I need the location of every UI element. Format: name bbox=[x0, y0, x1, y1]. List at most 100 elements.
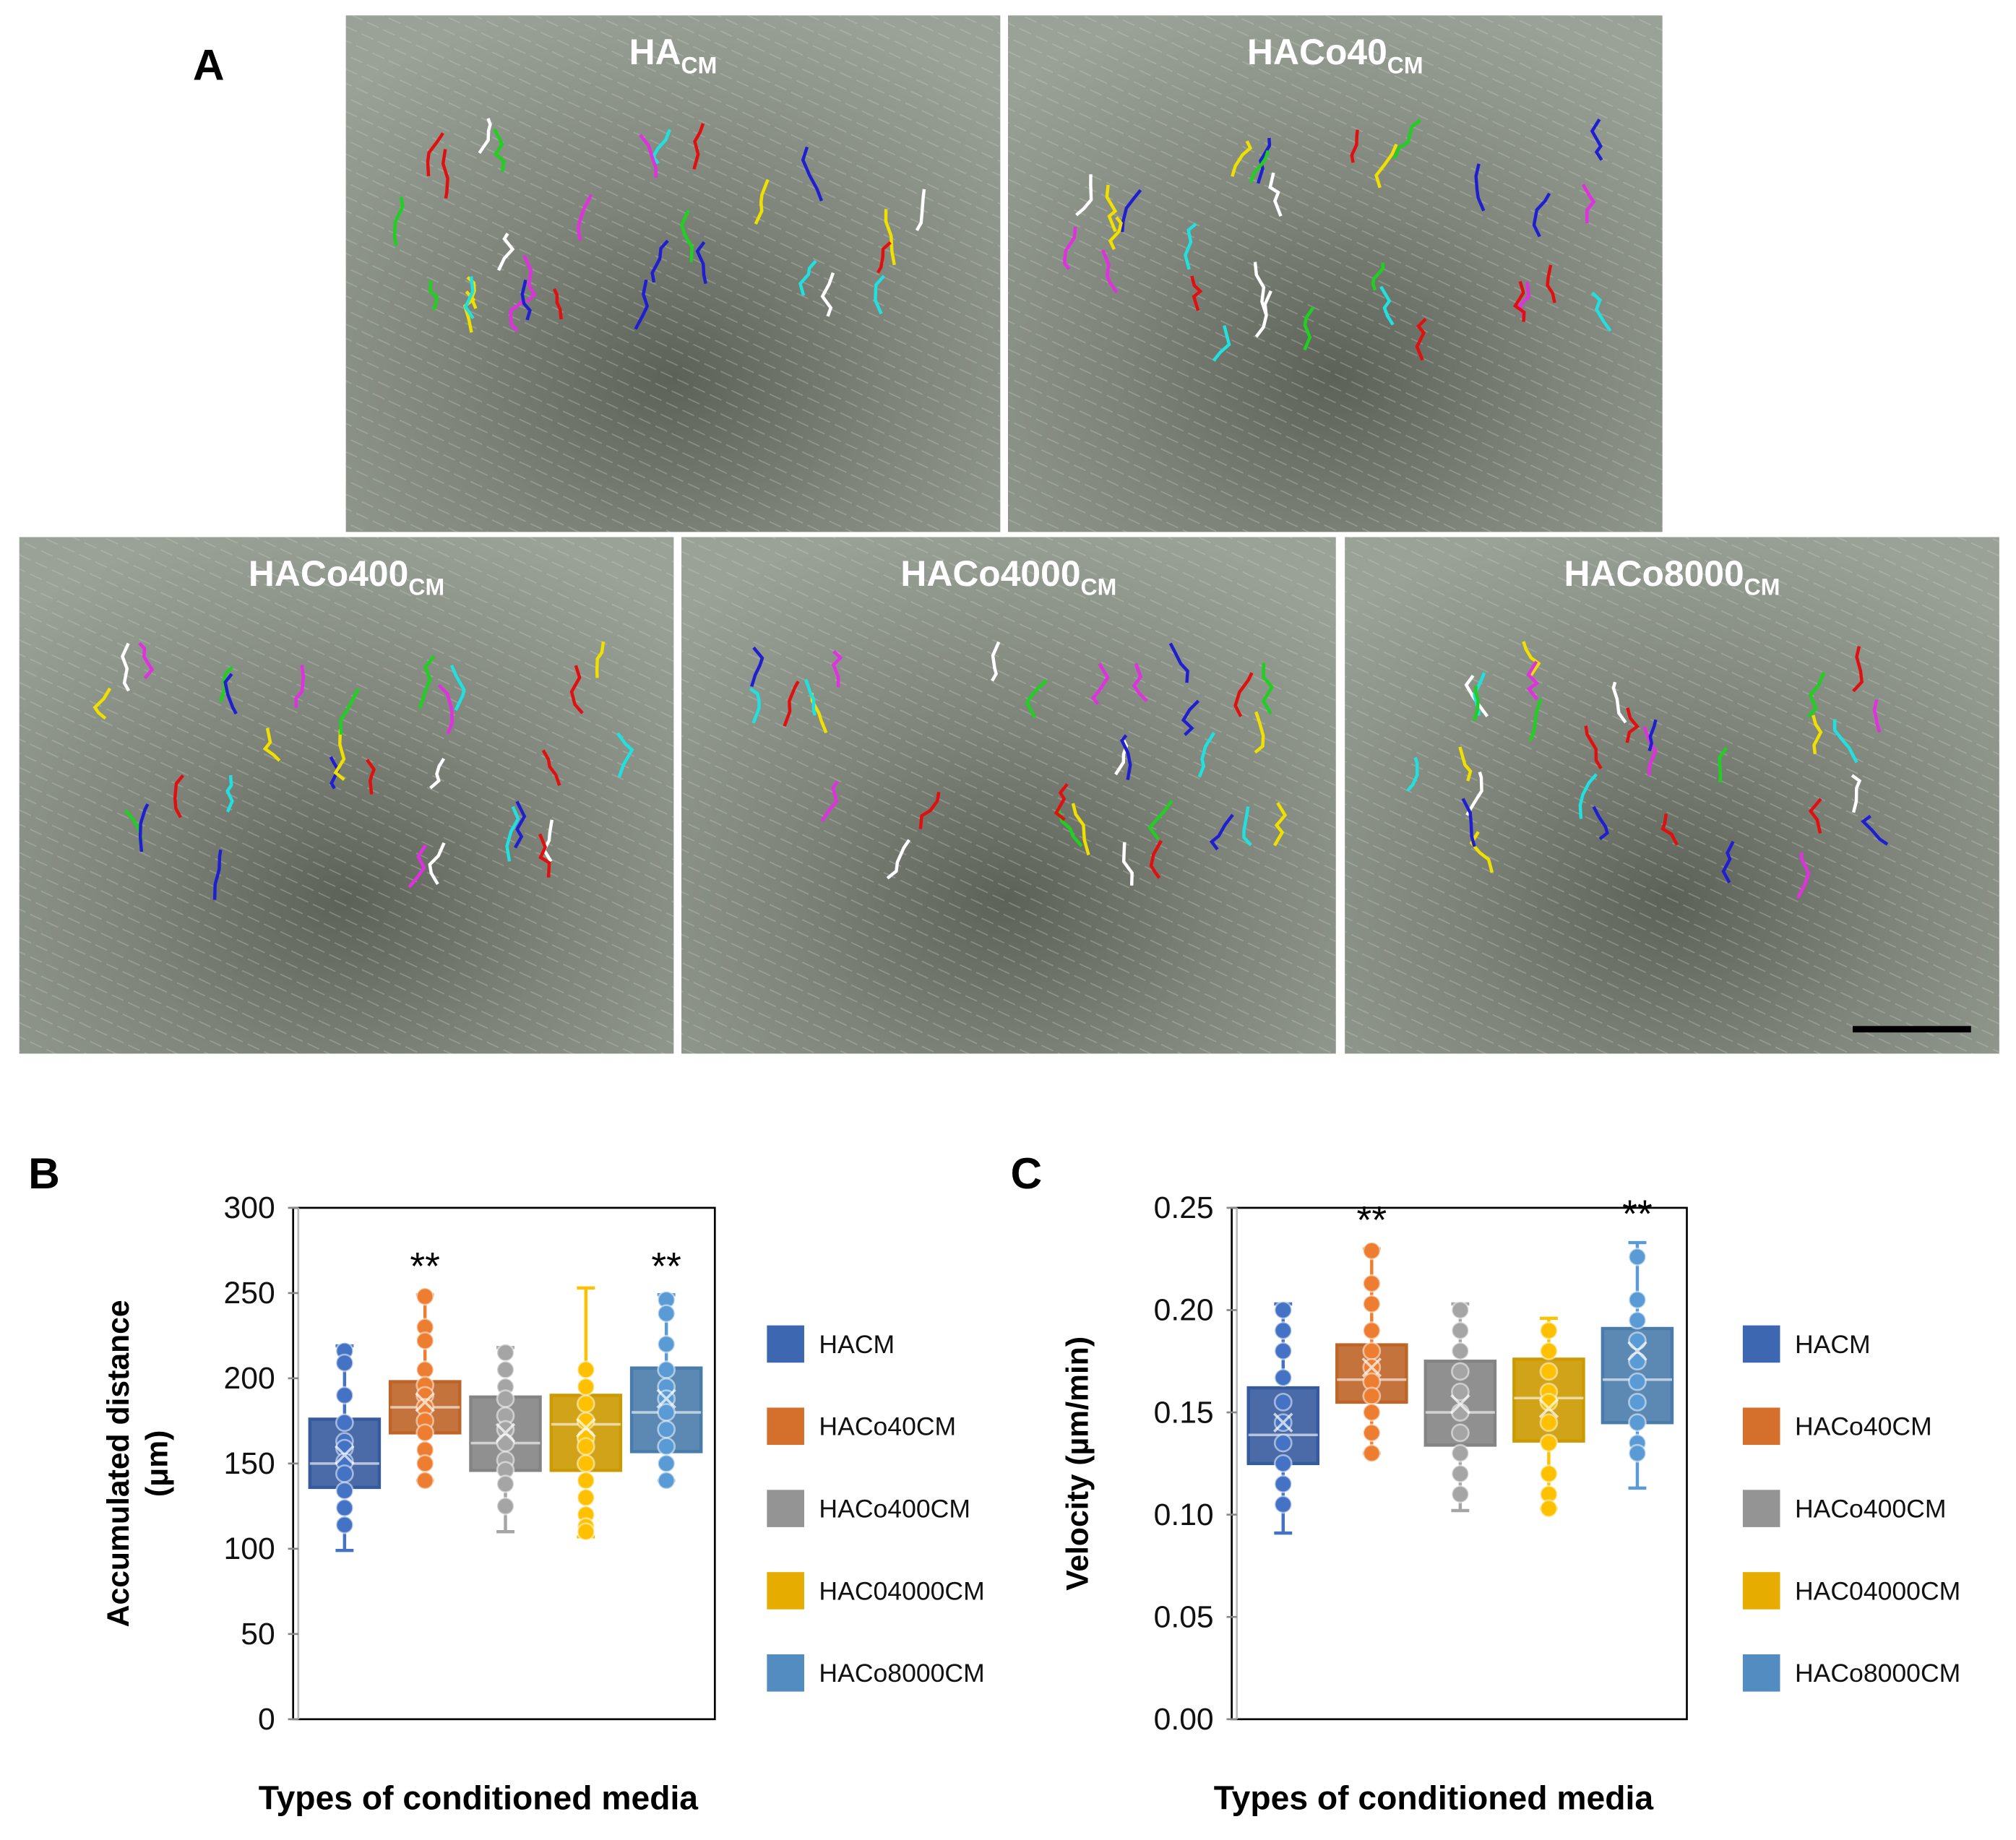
data-point bbox=[415, 1360, 435, 1379]
cell-track bbox=[1168, 642, 1189, 683]
y-tick-label: 0.10 bbox=[1154, 1498, 1214, 1532]
y-tick-label: 0.15 bbox=[1154, 1395, 1214, 1430]
box-group: ** bbox=[1335, 1199, 1408, 1463]
cell-track bbox=[1268, 172, 1283, 217]
data-point bbox=[657, 1437, 676, 1456]
mean-marker bbox=[415, 1392, 435, 1412]
y-tick-label: 250 bbox=[224, 1276, 275, 1310]
cell-track bbox=[692, 123, 705, 170]
data-point bbox=[335, 1515, 354, 1534]
data-point bbox=[1628, 1247, 1647, 1266]
mean-marker bbox=[1450, 1394, 1470, 1414]
cell-track bbox=[1212, 324, 1231, 362]
data-point bbox=[1362, 1403, 1382, 1422]
legend-label: HACM bbox=[819, 1330, 895, 1359]
cell-track bbox=[1796, 852, 1811, 899]
data-point bbox=[657, 1471, 676, 1490]
data-point bbox=[335, 1353, 354, 1373]
y-tick-label: 100 bbox=[224, 1532, 275, 1566]
cell-track bbox=[1590, 118, 1603, 161]
data-point bbox=[1362, 1241, 1382, 1261]
cell-track bbox=[749, 687, 761, 724]
cell-track bbox=[552, 288, 563, 320]
mean-marker bbox=[656, 1388, 676, 1409]
box-group bbox=[1246, 1300, 1320, 1535]
data-point bbox=[415, 1454, 435, 1473]
box-group bbox=[308, 1342, 382, 1552]
cell-track bbox=[915, 189, 926, 231]
cell-track bbox=[1062, 226, 1077, 270]
cell-track bbox=[754, 178, 770, 225]
data-point bbox=[1273, 1368, 1293, 1387]
cell-track bbox=[478, 118, 492, 155]
legend-swatch bbox=[767, 1654, 804, 1692]
legend-label: HAC04000CM bbox=[1795, 1576, 1960, 1605]
data-point bbox=[576, 1471, 595, 1490]
data-point bbox=[576, 1360, 595, 1379]
legend-label: HACo8000CM bbox=[1795, 1659, 1960, 1688]
cell-track bbox=[120, 642, 131, 692]
cell-track bbox=[1851, 774, 1862, 813]
cell-track bbox=[616, 732, 634, 778]
cell-track bbox=[541, 749, 561, 787]
legend-label: HACM bbox=[1795, 1330, 1871, 1359]
data-point bbox=[657, 1334, 676, 1354]
cell-track bbox=[505, 805, 520, 862]
cell-track bbox=[1465, 772, 1483, 816]
data-point bbox=[1362, 1443, 1382, 1463]
cell-track bbox=[497, 233, 515, 272]
cell-track bbox=[783, 681, 800, 727]
data-point bbox=[1273, 1474, 1293, 1494]
cell-track bbox=[820, 272, 835, 317]
cell-track bbox=[1472, 686, 1480, 722]
cell-track bbox=[1242, 806, 1252, 847]
cell-track bbox=[1120, 734, 1132, 780]
cell-track bbox=[1852, 646, 1864, 693]
data-point bbox=[415, 1423, 435, 1443]
micrograph-texture bbox=[19, 537, 674, 1054]
y-tick-label: 0 bbox=[258, 1702, 275, 1737]
data-point bbox=[657, 1360, 676, 1379]
cell-track bbox=[366, 759, 376, 795]
box-group bbox=[1512, 1316, 1585, 1519]
cell-track bbox=[92, 687, 112, 720]
micrograph: HACM bbox=[345, 15, 1001, 532]
cell-track bbox=[1406, 756, 1419, 792]
legend-label: HAC04000CM bbox=[819, 1576, 984, 1605]
cell-track bbox=[569, 665, 584, 714]
cell-track bbox=[1025, 679, 1048, 719]
data-point bbox=[1362, 1295, 1382, 1313]
mean-marker bbox=[1361, 1357, 1382, 1378]
cell-track bbox=[1808, 798, 1822, 834]
cell-track bbox=[1253, 262, 1268, 315]
cell-track bbox=[1642, 726, 1658, 776]
cell-track bbox=[1105, 184, 1118, 233]
data-point bbox=[496, 1474, 515, 1494]
cell-track bbox=[1254, 290, 1272, 338]
data-point bbox=[335, 1481, 354, 1500]
micrograph: HACo400CM bbox=[19, 537, 674, 1054]
cell-track bbox=[493, 128, 506, 173]
box-group bbox=[549, 1286, 623, 1542]
cell-track bbox=[1054, 783, 1069, 821]
mean-marker bbox=[1273, 1412, 1293, 1433]
cell-track bbox=[1721, 840, 1735, 884]
cell-track bbox=[1132, 662, 1148, 702]
cell-track bbox=[441, 149, 449, 199]
chart: C 0.00 0.05 0.10 0.15 0.20 0.25 Velocity (µm/mi… bbox=[1011, 1149, 1961, 1816]
data-point bbox=[1628, 1352, 1647, 1371]
cell-track bbox=[1590, 291, 1612, 332]
cell-track bbox=[437, 684, 455, 735]
data-point bbox=[1539, 1499, 1559, 1519]
cell-track bbox=[509, 298, 525, 332]
cell-track bbox=[639, 134, 658, 178]
legend-swatch bbox=[1742, 1654, 1780, 1692]
data-point bbox=[576, 1437, 595, 1456]
cell-track bbox=[750, 647, 764, 687]
cell-track bbox=[1371, 262, 1385, 291]
cell-track bbox=[650, 239, 669, 283]
image-title-main: HACo400 bbox=[249, 553, 408, 594]
cell-track bbox=[1303, 306, 1315, 351]
cell-track bbox=[884, 209, 896, 266]
